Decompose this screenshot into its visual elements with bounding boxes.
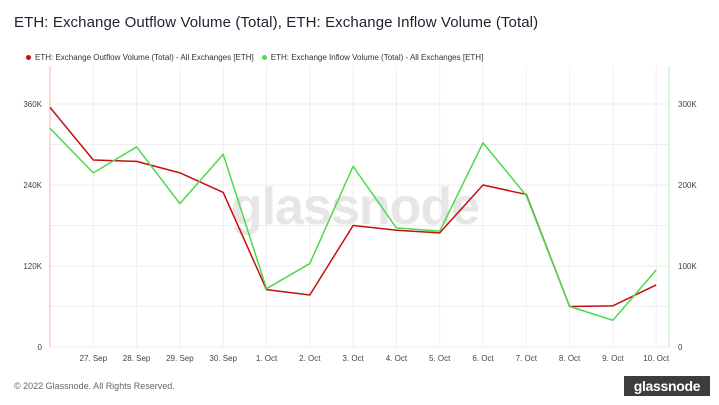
chart-title: ETH: Exchange Outflow Volume (Total), ET… (14, 14, 539, 31)
series (49, 106, 657, 322)
x-axis-tick-label: 4. Oct (386, 354, 408, 363)
legend-label-outflow: ETH: Exchange Outflow Volume (Total) - A… (35, 53, 254, 62)
gridlines (50, 66, 669, 348)
right-axis-tick-label: 0 (678, 343, 683, 352)
left-axis-tick-label: 0 (38, 343, 43, 352)
axes: 0 120K 240K 360K 0 100K 200K 300K 27. Sep 28. Sep… (23, 66, 697, 363)
x-axis-tick-label: 28. Sep (123, 354, 151, 363)
x-axis-tick-label: 7. Oct (516, 354, 538, 363)
x-axis-tick-label: 1. Oct (256, 354, 278, 363)
x-axis-tick-label: 29. Sep (166, 354, 194, 363)
x-axis-tick-label: 8. Oct (559, 354, 581, 363)
right-axis-tick-label: 300K (678, 100, 697, 109)
legend-label-inflow: ETH: Exchange Inflow Volume (Total) - Al… (270, 53, 484, 62)
glassnode-logo: glassnode (624, 376, 710, 396)
legend-item-inflow[interactable]: ETH: Exchange Inflow Volume (Total) - Al… (261, 53, 484, 62)
x-axis-tick-label: 3. Oct (342, 354, 364, 363)
x-axis-tick-label: 27. Sep (80, 354, 108, 363)
left-axis-tick-label: 120K (23, 262, 42, 271)
legend-dot-inflow (261, 55, 267, 60)
left-axis-tick-label: 360K (23, 100, 42, 109)
x-axis-tick-label: 5. Oct (429, 354, 451, 363)
legend: ETH: Exchange Outflow Volume (Total) - A… (26, 53, 483, 62)
legend-dot-outflow (26, 55, 31, 60)
inflow-series-line (49, 127, 657, 322)
left-axis-tick-label: 240K (23, 181, 42, 190)
legend-item-outflow[interactable]: ETH: Exchange Outflow Volume (Total) - A… (26, 53, 254, 62)
right-axis-tick-label: 100K (678, 262, 697, 271)
x-axis-tick-label: 9. Oct (602, 354, 624, 363)
right-axis-tick-label: 200K (678, 181, 697, 190)
x-axis-tick-label: 2. Oct (299, 354, 321, 363)
x-axis-tick-label: 10. Oct (643, 354, 670, 363)
x-axis-tick-label: 6. Oct (472, 354, 494, 363)
copyright: © 2022 Glassnode. All Rights Reserved. (14, 381, 175, 391)
x-axis-tick-label: 30. Sep (209, 354, 237, 363)
